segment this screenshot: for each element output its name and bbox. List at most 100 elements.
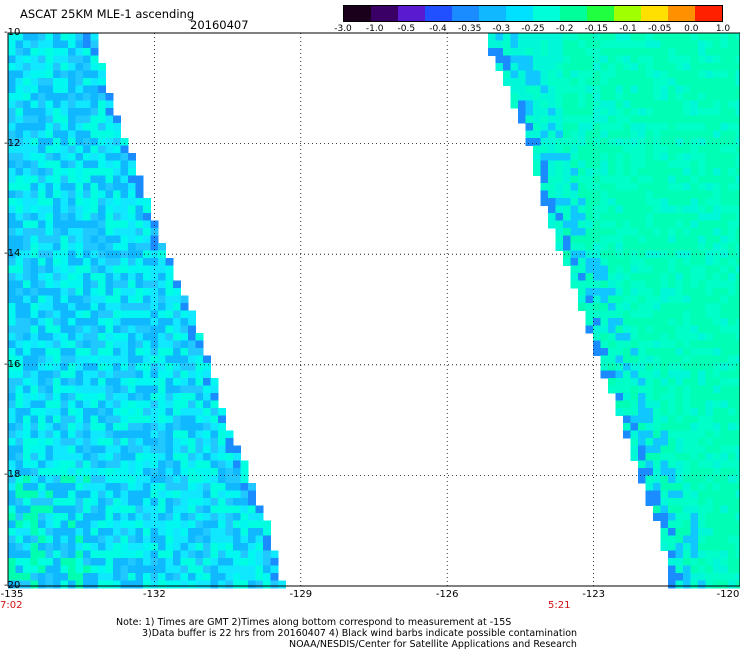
wind-cell [120,393,129,401]
wind-cell [645,160,654,169]
wind-cell [188,565,196,574]
wind-cell [645,453,654,461]
wind-cell [180,453,189,461]
colorbar-tick: -0.2 [555,24,574,34]
wind-cell [105,565,114,574]
wind-cell [218,520,226,529]
wind-cell [683,370,691,379]
wind-cell [128,318,136,326]
wind-cell [653,70,661,79]
wind-cell [668,213,676,221]
wind-cell [128,385,136,394]
wind-cell [735,40,740,49]
wind-cell [645,355,654,364]
wind-cell [225,535,234,544]
wind-cell [698,460,706,469]
wind-cell [563,235,571,244]
wind-cell [240,513,249,521]
wind-cell [68,145,76,154]
wind-cell [158,490,166,499]
wind-cell [555,220,564,229]
wind-cell [638,325,646,334]
wind-cell [728,115,736,124]
colorbar-tick: -0.5 [397,24,416,34]
wind-cell [75,438,84,446]
wind-cell [23,460,31,469]
wind-cell [653,280,661,289]
wind-cell [165,423,174,431]
wind-cell [75,408,84,416]
wind-cell [653,415,661,424]
wind-cell [23,160,31,169]
wind-cell [585,303,594,311]
wind-cell [720,513,729,521]
wind-cell [8,580,16,589]
wind-cell [240,550,249,559]
wind-cell [135,408,144,416]
wind-cell [540,40,549,49]
wind-cell [195,513,204,521]
wind-cell [720,385,729,394]
wind-cell [690,393,699,401]
wind-cell [188,318,196,326]
wind-cell [698,453,706,461]
wind-cell [623,325,631,334]
wind-cell [113,385,121,394]
wind-cell [540,78,549,86]
wind-cell [675,543,684,551]
wind-cell [38,108,46,116]
wind-cell [75,355,84,364]
wind-cell [210,468,219,476]
wind-cell [705,370,714,379]
wind-cell [608,378,616,386]
wind-cell [120,535,129,544]
wind-cell [600,348,609,356]
wind-cell [15,535,24,544]
wind-cell [173,460,181,469]
wind-cell [563,100,571,109]
wind-cell [645,228,654,236]
wind-cell [60,273,69,281]
wind-cell [578,205,586,214]
wind-cell [660,243,669,251]
wind-cell [8,33,16,41]
wind-cell [158,318,166,326]
wind-cell [60,183,69,191]
wind-cell [98,513,106,521]
wind-cell [23,333,31,341]
wind-cell [645,468,654,476]
wind-cell [660,453,669,461]
wind-cell [105,115,114,124]
wind-cell [128,543,136,551]
wind-cell [143,558,151,566]
wind-cell [165,303,174,311]
wind-cell [645,318,654,326]
wind-cell [195,490,204,499]
wind-cell [248,505,256,514]
wind-cell [660,198,669,206]
wind-cell [120,288,129,296]
wind-cell [705,483,714,491]
wind-cell [60,145,69,154]
wind-cell [120,280,129,289]
wind-cell [653,393,661,401]
wind-cell [128,558,136,566]
wind-cell [15,48,24,56]
wind-cell [203,558,211,566]
wind-cell [255,528,264,536]
wind-cell [713,483,721,491]
wind-cell [690,205,699,214]
wind-cell [90,310,99,319]
wind-cell [600,213,609,221]
wind-cell [15,295,24,304]
wind-cell [30,370,39,379]
wind-cell [615,213,624,221]
wind-cell [623,400,631,409]
wind-cell [45,243,54,251]
wind-cell [713,243,721,251]
wind-cell [188,333,196,341]
wind-cell [45,145,54,154]
wind-cell [135,303,144,311]
wind-cell [150,543,159,551]
wind-cell [548,175,556,184]
